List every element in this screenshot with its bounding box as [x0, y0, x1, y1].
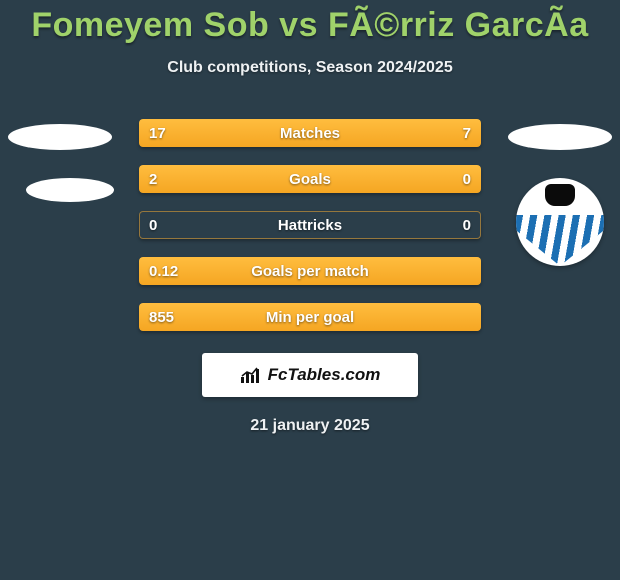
stat-label: Matches: [139, 119, 481, 147]
crest-top-shape: [545, 184, 575, 206]
stat-value-right: 0: [463, 211, 471, 239]
date-label: 21 january 2025: [0, 417, 620, 435]
player-left-avatar-top: [8, 124, 112, 150]
player-right-avatar-top: [508, 124, 612, 150]
stat-label: Goals per match: [139, 257, 481, 285]
stat-row: 0 Hattricks 0: [139, 211, 481, 239]
club-crest: [516, 178, 604, 266]
stats-container: 17 Matches 7 2 Goals 0 0 Hattricks 0 0.1…: [139, 119, 481, 331]
stat-row: 17 Matches 7: [139, 119, 481, 147]
stat-label: Min per goal: [139, 303, 481, 331]
stat-value-right: 0: [463, 165, 471, 193]
chart-icon: [240, 366, 262, 384]
player-left-avatar-bottom: [26, 178, 114, 202]
brand-text: FcTables.com: [268, 365, 381, 385]
stat-label: Hattricks: [139, 211, 481, 239]
brand-badge[interactable]: FcTables.com: [202, 353, 418, 397]
stat-value-right: 7: [463, 119, 471, 147]
subtitle: Club competitions, Season 2024/2025: [0, 59, 620, 77]
stat-row: 2 Goals 0: [139, 165, 481, 193]
page-title: Fomeyem Sob vs FÃ©rriz GarcÃ­a: [0, 0, 620, 45]
stat-label: Goals: [139, 165, 481, 193]
stat-row: 0.12 Goals per match: [139, 257, 481, 285]
stat-row: 855 Min per goal: [139, 303, 481, 331]
crest-stripes: [516, 215, 604, 266]
